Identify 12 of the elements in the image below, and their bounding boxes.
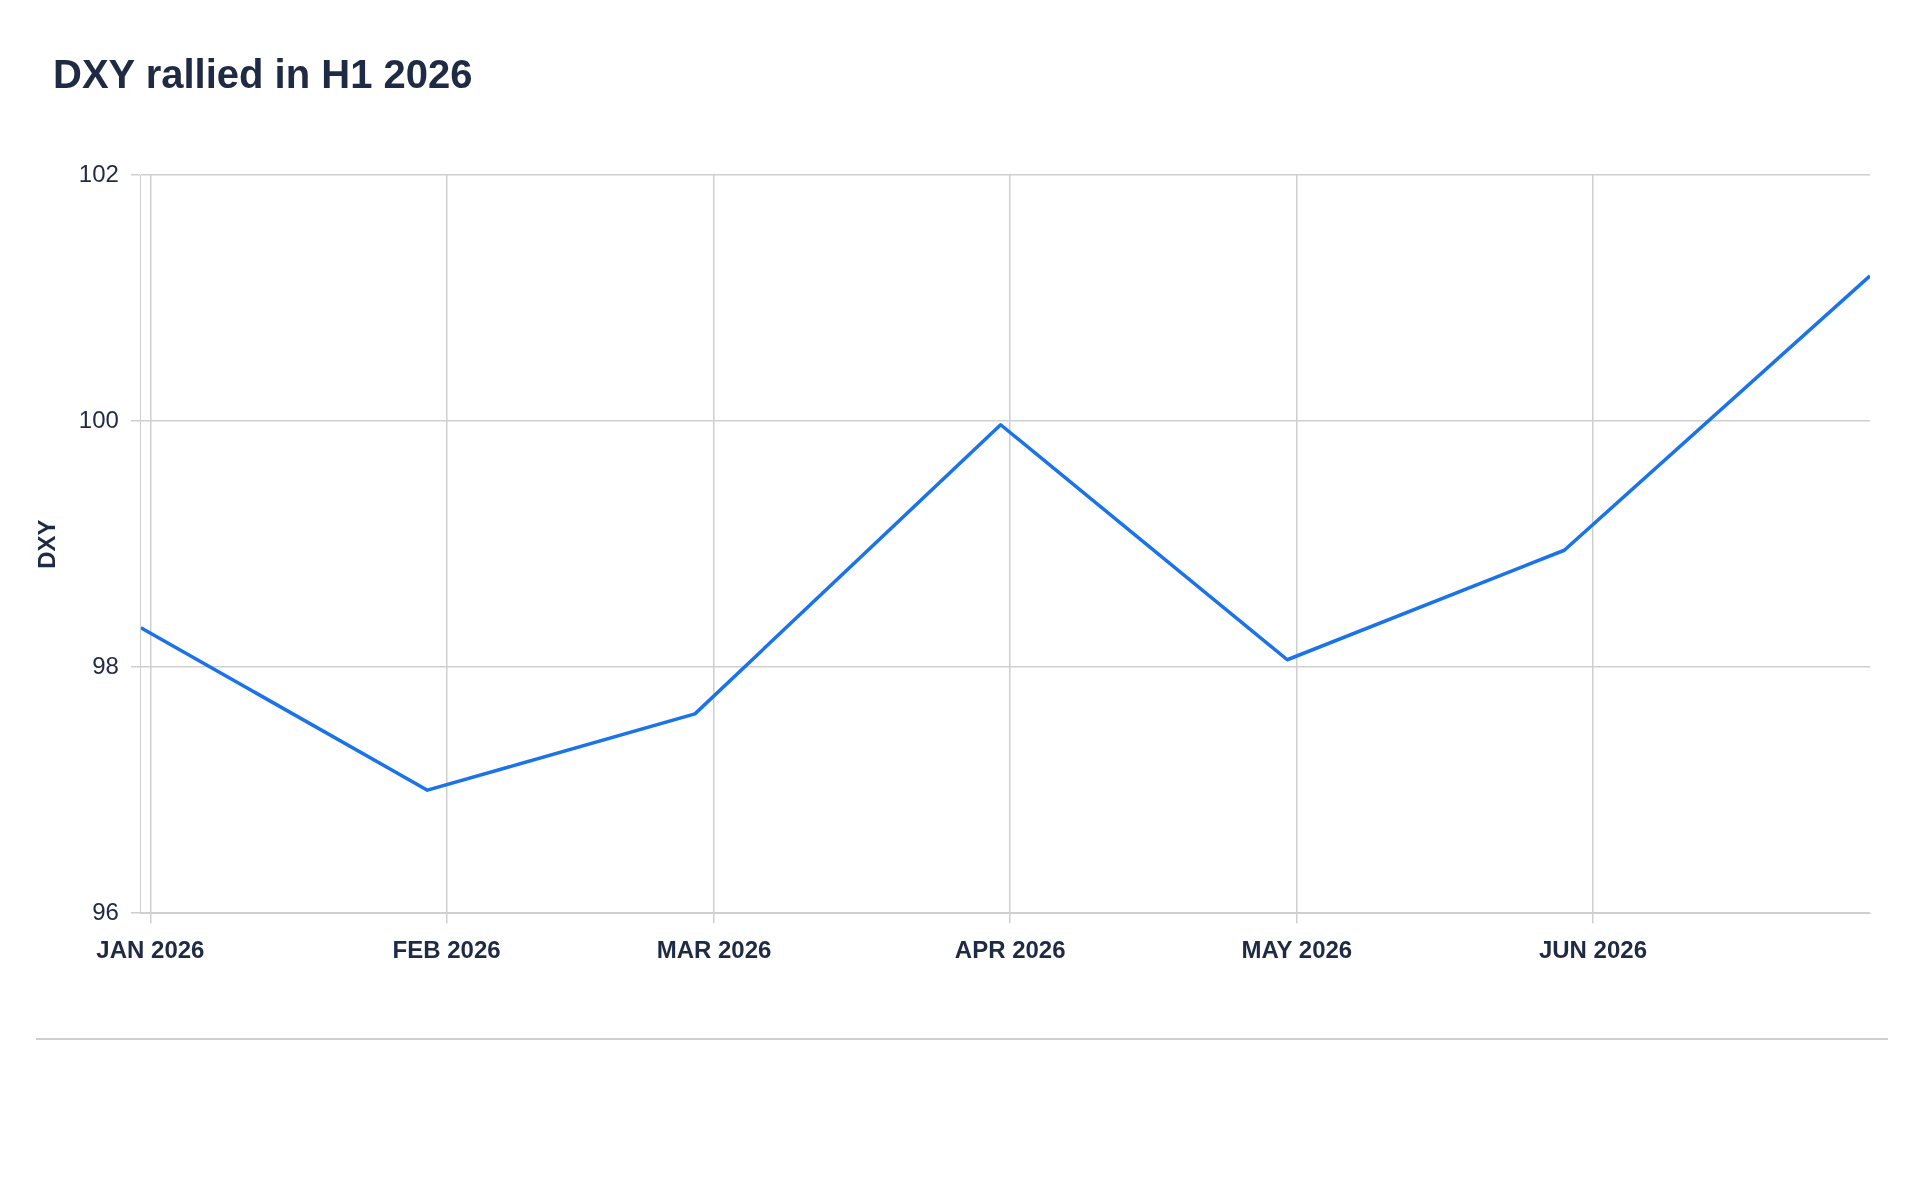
x-tick-label: MAY 2026 <box>1241 936 1353 964</box>
y-axis-title: DXY <box>33 519 61 569</box>
y-tick-label: 102 <box>78 159 119 187</box>
x-tick-label: JUN 2026 <box>1538 936 1647 964</box>
y-tick-label: 98 <box>92 651 119 679</box>
chart-title: DXY rallied in H1 2026 <box>53 52 473 97</box>
x-tick-label: MAR 2026 <box>656 936 772 964</box>
x-tick-label: APR 2026 <box>954 936 1066 964</box>
x-tick-label: JAN 2026 <box>96 936 205 964</box>
y-tick-label: 100 <box>78 405 119 433</box>
y-tick-label: 96 <box>92 897 119 925</box>
x-tick-label: FEB 2026 <box>392 936 501 964</box>
